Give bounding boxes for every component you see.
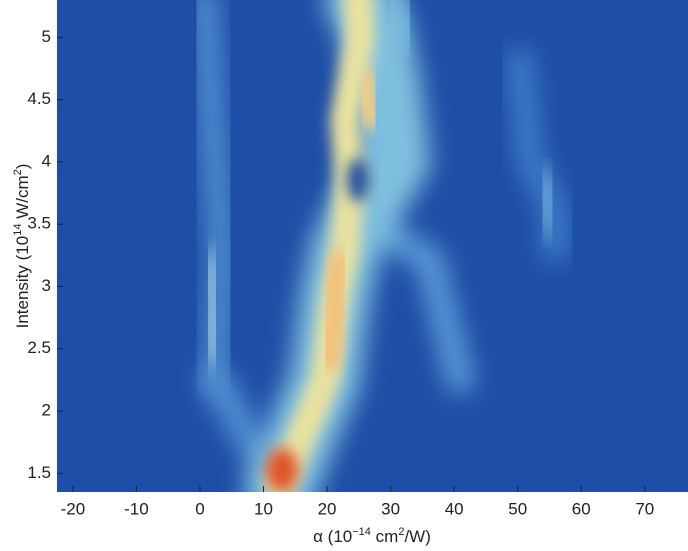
y-tick-label: 4 [42,151,51,170]
superscript: 2 [12,169,24,175]
x-tick-label: 10 [254,499,273,518]
y-tick-label: 2 [42,401,51,420]
y-axis-label: Intensity (1014 W/cm2) [12,164,33,329]
x-tick-label: 40 [445,499,464,518]
label-part: ) [13,164,32,170]
x-tick-label: 70 [635,499,654,518]
y-tick-label: 5 [42,27,51,46]
y-tick-label: 3 [42,276,51,295]
x-tick-label: 30 [381,499,400,518]
x-tick-label: -10 [124,499,149,518]
label-part: α (10 [313,527,352,546]
superscript: 14 [12,224,24,236]
x-tick-label: -20 [61,499,86,518]
y-tick-label: 3.5 [27,214,51,233]
x-tick-label: 50 [508,499,527,518]
label-part: Intensity (10 [13,236,32,329]
label-part: cm [371,527,398,546]
x-tick-label: 60 [572,499,591,518]
x-tick-label: 0 [195,499,204,518]
superscript: 2 [398,526,404,538]
label-part: /W) [404,527,430,546]
x-tick-label: 20 [318,499,337,518]
heatmap [57,0,688,492]
label-part: W/cm [13,175,32,223]
y-tick-label: 1.5 [27,463,51,482]
superscript: −14 [352,526,371,538]
y-tick-label: 2.5 [27,338,51,357]
axes: -20 -10 0 10 20 30 40 50 60 70 1.5 2 2.5 3 3.5 4 4.5 5 [27,27,654,519]
x-axis-label: α (10−14 cm2/W) [313,526,431,547]
y-tick-label: 4.5 [27,89,51,108]
